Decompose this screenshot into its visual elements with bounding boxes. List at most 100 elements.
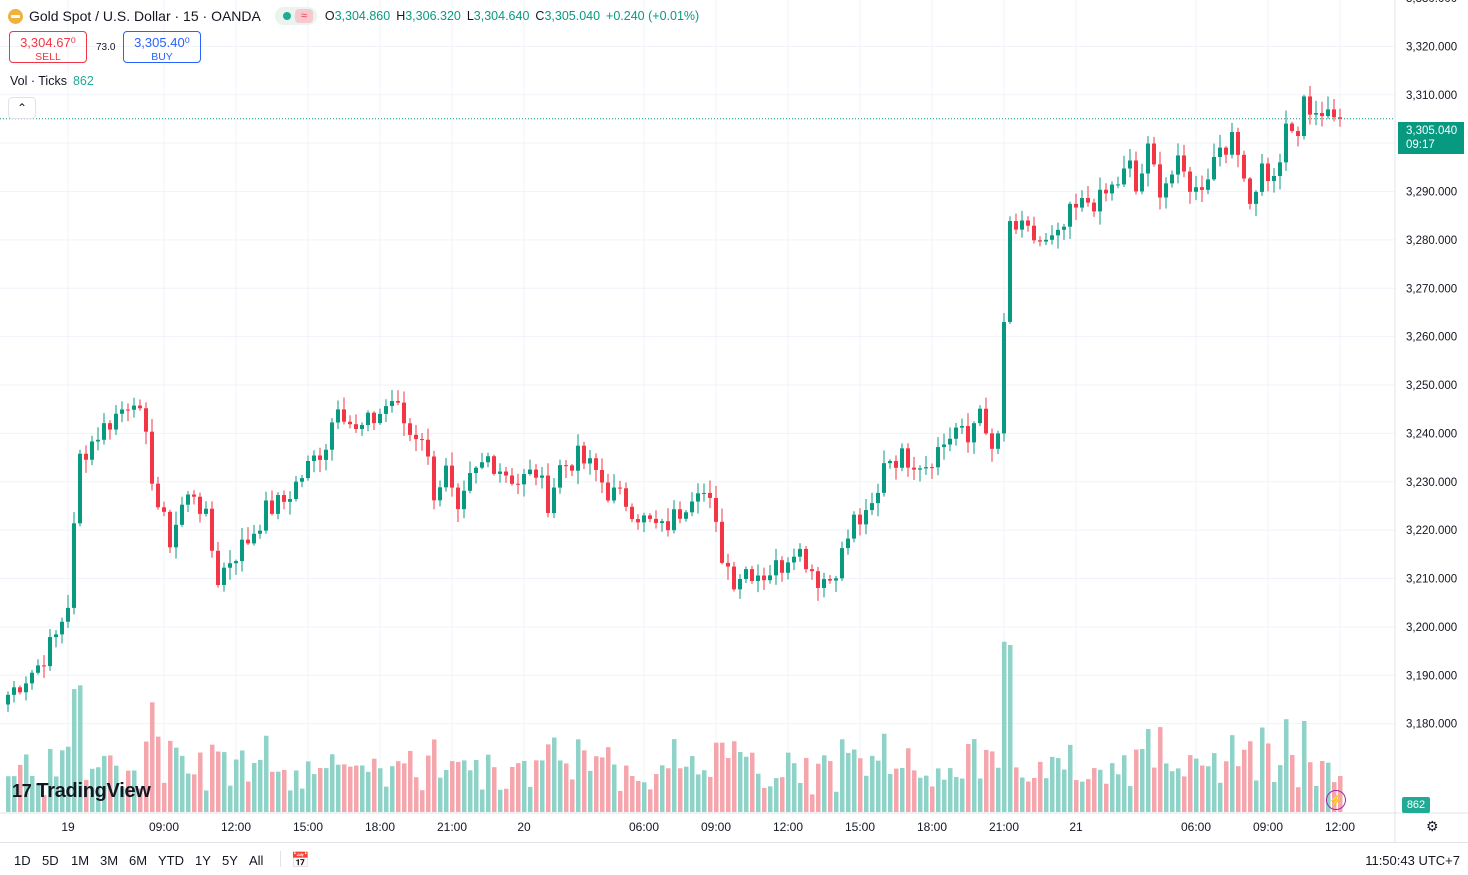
collapse-legend-button[interactable]: ⌃ bbox=[8, 97, 36, 119]
timeframe-5d[interactable]: 5D bbox=[42, 853, 59, 868]
volume-bar bbox=[1038, 761, 1043, 812]
volume-bar bbox=[768, 786, 773, 812]
last-price: 3,305.040 bbox=[1406, 125, 1458, 137]
chevron-up-icon: ⌃ bbox=[16, 101, 28, 115]
candle-body bbox=[168, 511, 172, 548]
volume-bar bbox=[210, 744, 215, 812]
candle-body bbox=[1116, 184, 1120, 186]
sell-button[interactable]: 3,304.67⁰ SELL bbox=[9, 31, 87, 63]
timeframe-1y[interactable]: 1Y bbox=[195, 853, 211, 868]
candle-body bbox=[474, 467, 478, 474]
volume-bar bbox=[30, 776, 35, 812]
timeframe-5y[interactable]: 5Y bbox=[222, 853, 238, 868]
candle-body bbox=[288, 499, 292, 502]
volume-bar bbox=[414, 777, 419, 812]
candle-body bbox=[336, 409, 340, 423]
candle-body bbox=[378, 413, 382, 424]
buy-button[interactable]: 3,305.40⁰ BUY bbox=[123, 31, 201, 63]
volume-bar bbox=[708, 776, 713, 812]
volume-legend[interactable]: Vol · Ticks 862 bbox=[10, 74, 94, 88]
candle-body bbox=[282, 495, 286, 502]
candle-body bbox=[798, 548, 802, 557]
candle-body bbox=[1026, 220, 1030, 226]
volume-bar bbox=[444, 769, 449, 812]
candle-body bbox=[1104, 189, 1108, 194]
time-tick-label: 21 bbox=[1069, 820, 1083, 834]
volume-bar bbox=[1026, 781, 1031, 812]
volume-bar bbox=[870, 755, 875, 812]
candle-body bbox=[246, 539, 250, 544]
candle-body bbox=[120, 409, 124, 414]
candle-body bbox=[348, 421, 352, 425]
calendar-range-icon[interactable]: 📅 bbox=[291, 852, 310, 869]
candle-body bbox=[552, 487, 556, 514]
candle-body bbox=[702, 492, 706, 494]
timeframe-1m[interactable]: 1M bbox=[71, 853, 90, 868]
candle-body bbox=[396, 400, 400, 403]
volume-bar bbox=[324, 768, 329, 812]
volume-bar bbox=[348, 766, 353, 812]
symbol-title[interactable]: Gold Spot / U.S. Dollar · 15 · OANDA bbox=[29, 8, 261, 24]
volume-bar bbox=[516, 763, 521, 812]
tradingview-logo[interactable]: 17 TradingView bbox=[12, 780, 151, 803]
candle-body bbox=[468, 473, 472, 491]
clock[interactable]: 11:50:43 UTC+7 bbox=[1365, 853, 1460, 868]
price-tick-label: 3,320.000 bbox=[1406, 41, 1457, 53]
volume-bar bbox=[672, 739, 677, 812]
volume-bar bbox=[240, 750, 245, 812]
volume-bar bbox=[882, 733, 887, 812]
volume-bar bbox=[42, 795, 47, 812]
candle-body bbox=[1074, 203, 1078, 208]
candle-body bbox=[312, 455, 316, 461]
volume-bar bbox=[468, 770, 473, 812]
volume-bar bbox=[288, 790, 293, 812]
timeframe-3m[interactable]: 3M bbox=[100, 853, 119, 868]
candle-body bbox=[954, 427, 958, 439]
candle-body bbox=[222, 567, 226, 585]
candle-body bbox=[1110, 184, 1114, 194]
market-status-pill[interactable]: ≈ bbox=[274, 7, 317, 25]
candle-body bbox=[1266, 163, 1270, 182]
volume-bar bbox=[1140, 748, 1145, 812]
volume-bar bbox=[1182, 776, 1187, 812]
volume-bar bbox=[552, 737, 557, 812]
candle-body bbox=[1122, 168, 1126, 185]
volume-bar bbox=[1062, 769, 1067, 812]
volume-bar bbox=[150, 702, 155, 812]
time-axis[interactable]: 19 09:00 12:00 15:00 18:00 21:00 20 06:00 09:00 1… bbox=[0, 812, 1468, 834]
volume-bar bbox=[1302, 721, 1307, 812]
volume-bar bbox=[990, 751, 995, 812]
sell-label: SELL bbox=[35, 51, 61, 63]
volume-bar bbox=[366, 771, 371, 812]
volume-bar bbox=[924, 775, 929, 812]
candle-body bbox=[426, 439, 430, 457]
price-axis[interactable]: 3,180.000 3,190.000 3,200.000 3,210.000 3,22… bbox=[1394, 0, 1457, 842]
candle-body bbox=[750, 569, 754, 581]
candle-body bbox=[318, 455, 322, 460]
volume-bar bbox=[816, 763, 821, 812]
volume-bar bbox=[330, 754, 335, 812]
price-tick-label: 3,330.000 bbox=[1406, 0, 1457, 5]
price-tick-label: 3,190.000 bbox=[1406, 670, 1457, 682]
timeframe-all[interactable]: All bbox=[249, 853, 264, 868]
volume-bar bbox=[936, 768, 941, 812]
candle-body bbox=[1044, 239, 1048, 242]
volume-bar bbox=[912, 770, 917, 812]
settings-gear-icon[interactable]: ⚙ bbox=[1426, 818, 1439, 834]
volume-bar bbox=[1266, 743, 1271, 812]
timeframe-6m[interactable]: 6M bbox=[129, 853, 148, 868]
time-tick-label: 15:00 bbox=[845, 820, 875, 834]
volume-bar bbox=[48, 748, 53, 812]
volume-bar bbox=[1224, 761, 1229, 812]
volume-bar bbox=[498, 789, 503, 812]
candle-body bbox=[1050, 235, 1054, 240]
timeframe-1d[interactable]: 1D bbox=[14, 853, 31, 868]
timeframe-ytd[interactable]: YTD bbox=[158, 853, 184, 868]
candle-body bbox=[642, 515, 646, 523]
volume-bar bbox=[1116, 774, 1121, 812]
volume-bar bbox=[960, 778, 965, 812]
volume-bar bbox=[372, 758, 377, 812]
candle-body bbox=[564, 465, 568, 467]
lightning-icon[interactable]: ⚡ bbox=[1326, 790, 1346, 810]
